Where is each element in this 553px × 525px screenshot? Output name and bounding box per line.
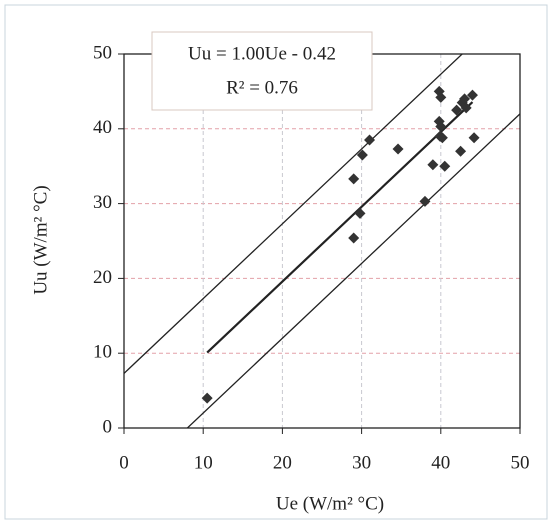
- bound-line: [124, 54, 464, 374]
- point: [466, 89, 478, 101]
- x-tick-label: 40: [431, 452, 450, 473]
- y-tick-label: 30: [93, 192, 112, 213]
- bound-line: [186, 113, 520, 428]
- x-tick-label: 20: [273, 452, 292, 473]
- point: [435, 91, 447, 103]
- point: [427, 159, 439, 171]
- y-tick-label: 40: [93, 117, 112, 138]
- point: [354, 207, 366, 219]
- point: [348, 173, 360, 185]
- annotation: R² = 0.76: [226, 77, 298, 98]
- y-tick-label: 0: [103, 416, 113, 437]
- x-tick-label: 50: [511, 452, 530, 473]
- point: [201, 392, 213, 404]
- annotation: Uu = 1.00Ue - 0.42: [188, 43, 336, 64]
- y-tick-label: 50: [93, 42, 112, 63]
- x-axis-label: Ue (W/m² °C): [276, 493, 384, 514]
- point: [459, 93, 471, 105]
- point: [468, 132, 480, 144]
- point: [364, 134, 376, 146]
- point: [439, 160, 451, 172]
- point: [451, 104, 463, 116]
- x-tick-label: 0: [119, 452, 129, 473]
- y-tick-label: 10: [93, 342, 112, 363]
- y-axis-label: Uu (W/m² °C): [30, 185, 51, 294]
- point: [419, 195, 431, 207]
- point: [436, 132, 448, 144]
- point: [348, 232, 360, 244]
- point: [392, 143, 404, 155]
- x-tick-label: 10: [194, 452, 213, 473]
- y-tick-label: 20: [93, 267, 112, 288]
- annotation-box: [151, 31, 373, 111]
- point: [435, 121, 447, 133]
- fit-line: [206, 101, 474, 354]
- point: [455, 145, 467, 157]
- point: [460, 102, 472, 114]
- x-tick-label: 30: [352, 452, 371, 473]
- point: [356, 149, 368, 161]
